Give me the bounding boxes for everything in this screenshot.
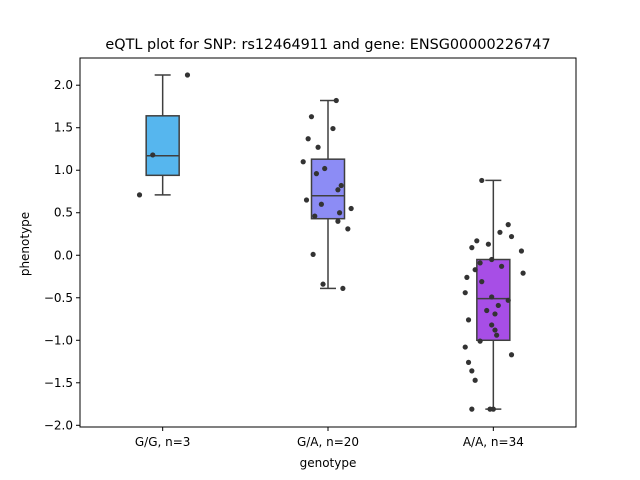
data-point — [469, 245, 475, 251]
data-point — [464, 274, 470, 280]
data-point — [492, 311, 498, 317]
data-point — [310, 251, 316, 258]
data-point — [312, 213, 318, 219]
data-point — [489, 322, 495, 328]
y-axis: 2.0 1.5 1.0 0.5 0.0 −0.5 −1.0 −1.5 −2.0 — [44, 78, 80, 432]
data-point — [136, 192, 143, 198]
data-point — [336, 210, 343, 216]
data-point — [485, 241, 491, 247]
data-point — [505, 222, 511, 228]
data-point — [348, 205, 354, 212]
data-point — [477, 260, 483, 266]
data-point — [508, 352, 515, 358]
data-point — [520, 270, 526, 276]
data-point — [469, 368, 475, 374]
x-tick-label: G/A, n=20 — [297, 435, 359, 449]
y-tick-label: −0.5 — [44, 291, 73, 305]
data-point — [492, 327, 498, 333]
data-point — [477, 338, 483, 344]
y-tick-label: 1.0 — [54, 163, 73, 177]
x-tick-label: A/A, n=34 — [463, 435, 524, 449]
data-point — [489, 294, 495, 300]
y-tick-label: −1.5 — [44, 376, 73, 390]
data-point — [462, 344, 468, 350]
data-point — [497, 229, 503, 235]
data-point — [489, 256, 495, 263]
data-point — [472, 267, 478, 273]
data-point — [495, 302, 501, 309]
data-point — [338, 182, 344, 189]
data-point — [508, 233, 515, 240]
data-point — [490, 406, 496, 412]
data-point — [308, 114, 315, 120]
data-point — [465, 317, 472, 323]
data-point — [479, 279, 485, 285]
data-point — [322, 165, 328, 172]
data-point — [184, 72, 191, 78]
y-tick-label: 0.0 — [54, 248, 73, 262]
x-axis-label: genotype — [300, 456, 357, 470]
data-point — [479, 177, 485, 184]
chart-title: eQTL plot for SNP: rs12464911 and gene: … — [105, 37, 550, 53]
data-point — [499, 263, 505, 269]
plot-area — [79, 57, 577, 428]
data-point — [330, 125, 336, 132]
data-point — [465, 359, 472, 365]
data-point — [150, 152, 156, 158]
data-point — [313, 171, 320, 177]
data-point — [333, 97, 339, 104]
y-axis-label: phenotype — [18, 212, 32, 276]
y-tick-label: −2.0 — [44, 418, 73, 432]
x-tick-label: G/G, n=3 — [135, 435, 191, 449]
data-point — [518, 248, 525, 254]
y-tick-label: 0.5 — [54, 206, 73, 220]
data-point — [494, 332, 500, 338]
data-point — [474, 238, 480, 244]
box-iqr — [145, 115, 180, 177]
data-point — [505, 297, 511, 303]
y-tick-label: −1.0 — [44, 333, 73, 347]
data-point — [303, 197, 310, 203]
box-group — [476, 179, 511, 410]
data-point — [300, 159, 306, 165]
data-point — [318, 201, 324, 207]
data-point — [484, 307, 490, 314]
data-point — [315, 144, 321, 150]
data-point — [340, 285, 346, 292]
x-axis: G/G, n=3 G/A, n=20 A/A, n=34 — [135, 427, 524, 449]
data-point — [469, 406, 475, 412]
data-point — [335, 218, 341, 224]
data-point — [462, 290, 468, 296]
data-point — [335, 187, 341, 193]
y-tick-label: 1.5 — [54, 121, 73, 135]
y-tick-label: 2.0 — [54, 78, 73, 92]
box-group — [145, 74, 180, 196]
data-point — [305, 136, 311, 142]
data-point — [345, 226, 351, 232]
data-point — [472, 377, 478, 383]
box-group — [310, 99, 346, 290]
data-point — [320, 281, 326, 287]
